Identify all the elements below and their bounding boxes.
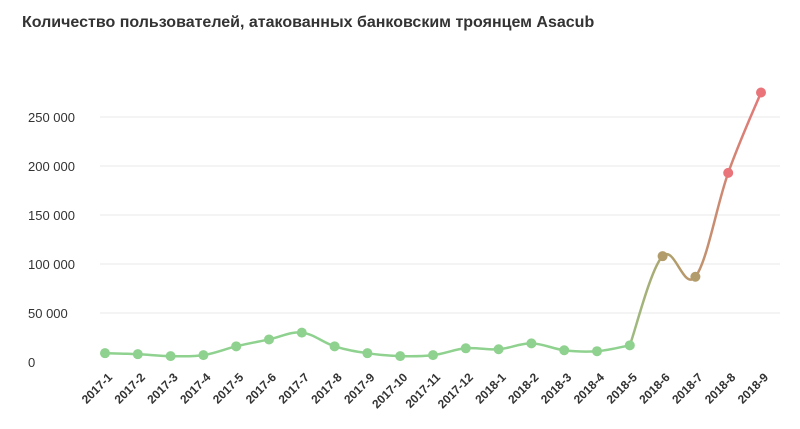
x-tick-label: 2017-3	[144, 370, 181, 407]
data-point	[690, 271, 701, 282]
x-tick-label: 2017-8	[308, 370, 345, 407]
y-tick-label: 200 000	[28, 159, 75, 174]
x-tick-label: 2018-2	[505, 370, 542, 407]
x-tick-label: 2018-6	[636, 370, 673, 407]
x-tick-label: 2017-2	[112, 370, 149, 407]
data-point	[329, 341, 340, 352]
data-point	[296, 327, 307, 338]
data-point	[100, 348, 110, 359]
data-point	[165, 351, 176, 362]
x-tick-label: 2018-7	[669, 370, 706, 407]
data-point	[428, 350, 438, 361]
data-point	[132, 349, 143, 360]
data-point	[723, 167, 734, 178]
data-point	[756, 87, 766, 98]
x-tick-label: 2018-9	[735, 370, 772, 407]
x-tick-label: 2017-6	[243, 370, 280, 407]
x-tick-label: 2017-1	[79, 370, 116, 407]
data-point	[264, 334, 274, 345]
data-point	[231, 341, 242, 352]
data-point	[526, 338, 537, 349]
y-tick-label: 0	[28, 355, 35, 370]
data-point	[395, 351, 406, 362]
x-tick-label: 2018-5	[604, 370, 641, 407]
data-point	[362, 348, 373, 359]
y-tick-label: 100 000	[28, 257, 75, 272]
data-point	[559, 345, 570, 356]
y-tick-label: 250 000	[28, 110, 75, 125]
series-line-high	[628, 92, 763, 346]
data-point	[592, 346, 602, 357]
x-tick-label: 2017-12	[435, 370, 476, 411]
x-tick-label: 2017-4	[177, 370, 214, 407]
x-tick-label: 2018-1	[472, 370, 509, 407]
x-tick-label: 2018-8	[702, 370, 739, 407]
data-point	[460, 343, 471, 354]
x-tick-label: 2017-5	[210, 370, 247, 407]
x-tick-label: 2017-10	[369, 370, 410, 411]
x-tick-label: 2018-4	[571, 370, 608, 407]
data-point	[493, 344, 504, 355]
y-tick-label: 50 000	[28, 306, 68, 321]
data-point	[657, 251, 668, 262]
data-point	[624, 340, 635, 351]
chart-title: Количество пользователей, атакованных ба…	[22, 14, 595, 31]
x-tick-label: 2018-3	[538, 370, 575, 407]
data-point	[198, 350, 209, 361]
x-tick-label: 2017-7	[276, 370, 313, 407]
y-tick-label: 150 000	[28, 208, 75, 223]
